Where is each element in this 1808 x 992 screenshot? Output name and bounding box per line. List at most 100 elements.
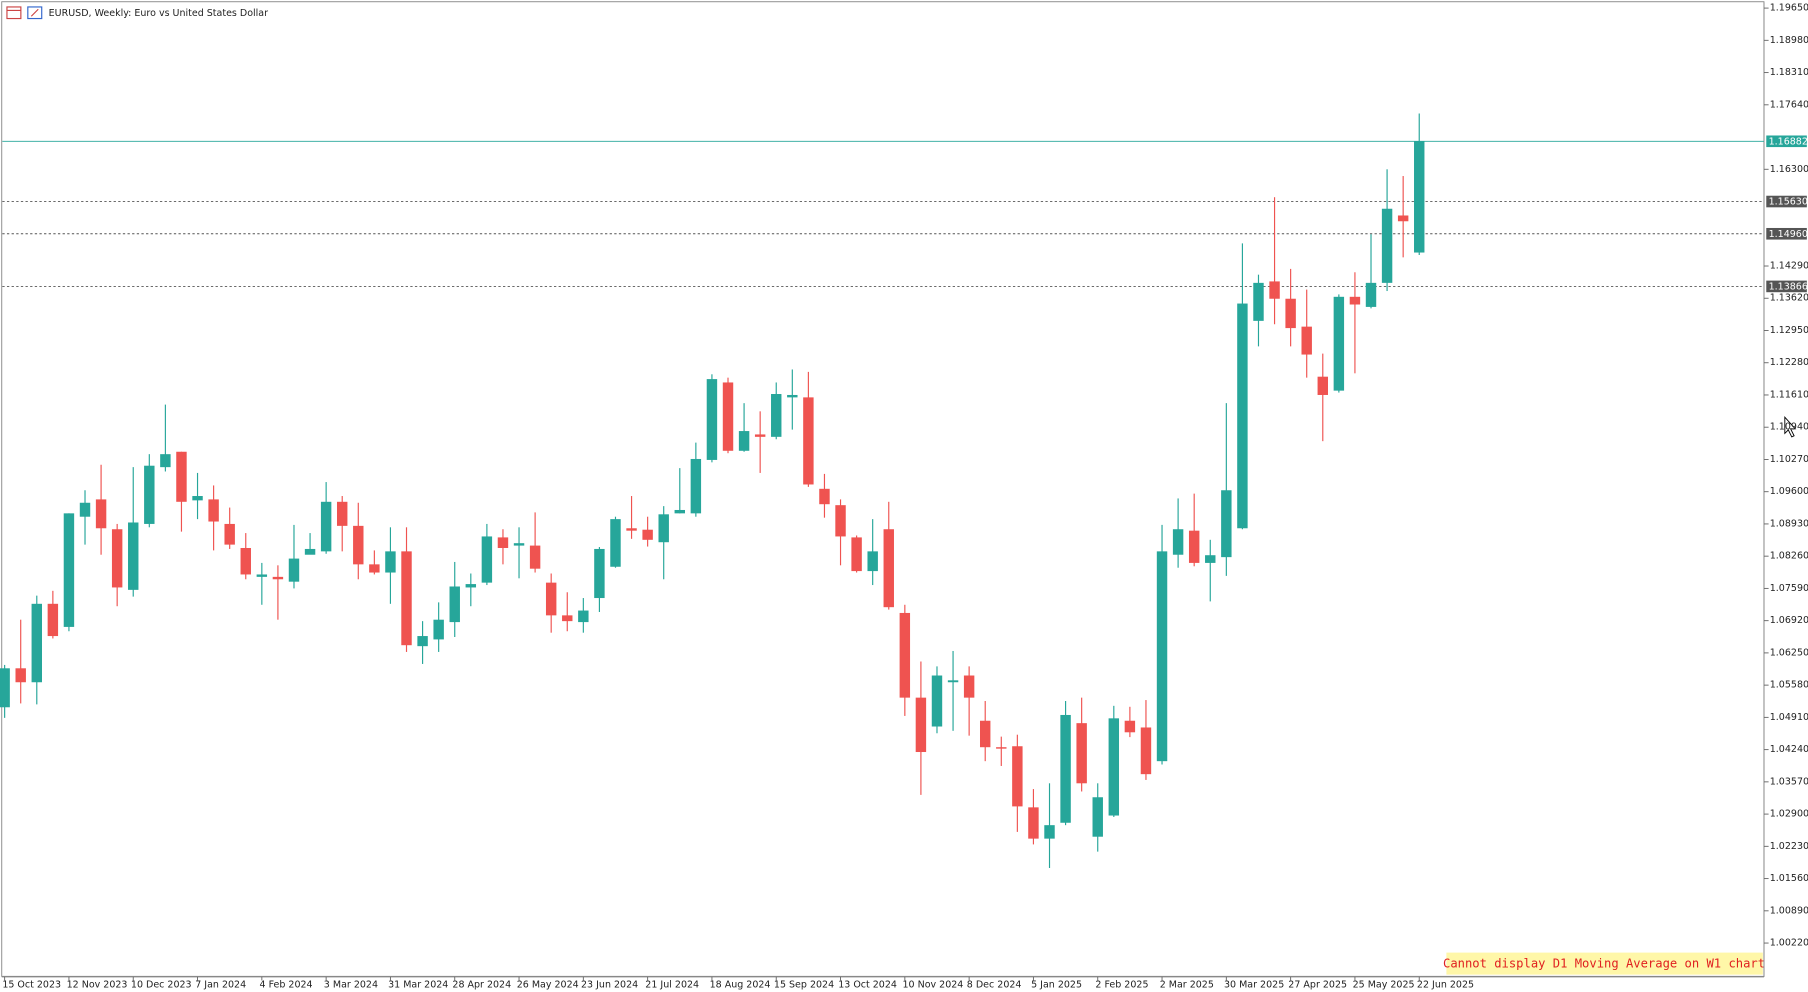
candle-body <box>899 612 911 698</box>
candle-body <box>562 615 573 622</box>
candle-body <box>128 522 139 590</box>
candle-body <box>353 525 364 565</box>
candle-body <box>1285 298 1296 329</box>
price-level-label: 1.13866 <box>1769 281 1808 292</box>
y-tick-label: 1.08930 <box>1770 518 1808 529</box>
y-tick-label: 1.00890 <box>1770 905 1808 916</box>
candle-body <box>385 551 396 573</box>
x-tick-label: 15 Oct 2023 <box>2 980 61 991</box>
candle-body <box>1076 723 1087 784</box>
x-tick-label: 4 Feb 2024 <box>260 980 313 991</box>
candle-body <box>449 586 460 623</box>
candle-body <box>513 543 525 546</box>
x-tick-label: 2 Mar 2025 <box>1160 980 1214 991</box>
candle-body <box>578 610 589 623</box>
candle-body <box>63 513 75 627</box>
price-level-tag <box>1766 195 1807 208</box>
y-tick-label: 1.08260 <box>1770 551 1808 562</box>
candle-body <box>497 537 509 548</box>
y-tick-label: 1.13620 <box>1770 293 1808 304</box>
candle-body <box>1269 281 1280 299</box>
y-tick-label: 1.18980 <box>1770 35 1808 46</box>
plot-frame <box>1 1 1765 977</box>
price-level-tag <box>1766 135 1807 148</box>
candle-body <box>1044 825 1055 839</box>
candle-body <box>706 379 718 460</box>
y-tick-label: 1.17640 <box>1770 99 1808 110</box>
x-tick-label: 22 Jun 2025 <box>1417 980 1474 991</box>
y-tick-label: 1.03570 <box>1770 776 1808 787</box>
x-tick-label: 10 Dec 2023 <box>131 980 192 991</box>
candle-body <box>1237 303 1248 529</box>
candle-body <box>481 536 493 583</box>
candle-body <box>754 434 766 437</box>
y-tick-label: 1.10940 <box>1770 422 1808 433</box>
candle-body <box>835 505 846 537</box>
candle-body <box>401 551 412 646</box>
candle-body <box>819 488 830 505</box>
candle-body <box>1333 296 1345 391</box>
x-tick-label: 25 May 2025 <box>1353 980 1415 991</box>
x-tick-label: 15 Sep 2024 <box>774 980 834 991</box>
candle-body <box>1301 326 1312 355</box>
y-tick-label: 1.18310 <box>1770 67 1808 78</box>
chart-title: EURUSD, Weekly: Euro vs United States Do… <box>49 8 268 19</box>
candle-body <box>610 519 621 567</box>
y-tick-label: 1.06250 <box>1770 647 1808 658</box>
notice-text: Cannot display D1 Moving Average on W1 c… <box>1443 957 1765 971</box>
x-tick-label: 2 Feb 2025 <box>1095 980 1148 991</box>
candle-body <box>803 397 814 485</box>
y-tick-label: 1.11610 <box>1770 389 1808 400</box>
candle-body <box>545 582 557 616</box>
price-level-label: 1.16882 <box>1769 136 1808 147</box>
candle-body <box>996 747 1007 749</box>
candle-body <box>144 465 155 524</box>
candle-body <box>947 680 959 683</box>
candle-body <box>915 697 927 753</box>
candle-body <box>1012 746 1023 807</box>
candle-body <box>658 514 669 543</box>
candle-body <box>160 454 171 468</box>
candle-body <box>95 499 107 529</box>
candle-body <box>1253 282 1264 321</box>
candle-body <box>1092 797 1103 837</box>
price-level-tag <box>1766 227 1807 240</box>
candle-body <box>1172 529 1184 555</box>
y-tick-label: 1.02900 <box>1770 809 1808 820</box>
candle-body <box>851 537 862 572</box>
y-tick-label: 1.04240 <box>1770 744 1808 755</box>
x-tick-label: 27 Apr 2025 <box>1288 980 1347 991</box>
price-level-label: 1.15630 <box>1769 197 1808 208</box>
x-tick-label: 30 Mar 2025 <box>1224 980 1284 991</box>
candle-body <box>304 548 316 555</box>
candle-body <box>722 382 734 451</box>
x-tick-label: 3 Mar 2024 <box>324 980 378 991</box>
y-tick-label: 1.12280 <box>1770 357 1808 368</box>
y-tick-label: 1.16300 <box>1770 164 1808 175</box>
y-tick-label: 1.07590 <box>1770 583 1808 594</box>
candle-body <box>433 619 444 640</box>
x-tick-label: 18 Aug 2024 <box>710 980 771 991</box>
x-tick-label: 26 May 2024 <box>517 980 579 991</box>
candle-body <box>883 529 894 608</box>
candle-body <box>192 496 203 501</box>
y-tick-label: 1.04910 <box>1770 712 1808 723</box>
y-tick-label: 1.00220 <box>1770 938 1808 949</box>
y-tick-label: 1.12950 <box>1770 325 1808 336</box>
candle-body <box>369 564 380 573</box>
candle-body <box>1028 807 1039 839</box>
candle-body <box>1317 376 1328 395</box>
candle-body <box>224 523 235 545</box>
candle-body <box>690 458 702 514</box>
candle-body <box>256 574 268 577</box>
x-tick-label: 13 Oct 2024 <box>838 980 897 991</box>
candle-body <box>111 529 123 588</box>
price-level-label: 1.14960 <box>1769 229 1808 240</box>
candle-body <box>867 551 878 572</box>
x-tick-label: 12 Nov 2023 <box>67 980 128 991</box>
candle-body <box>288 558 300 582</box>
candle-body <box>1397 215 1409 222</box>
cursor <box>1784 415 1797 438</box>
